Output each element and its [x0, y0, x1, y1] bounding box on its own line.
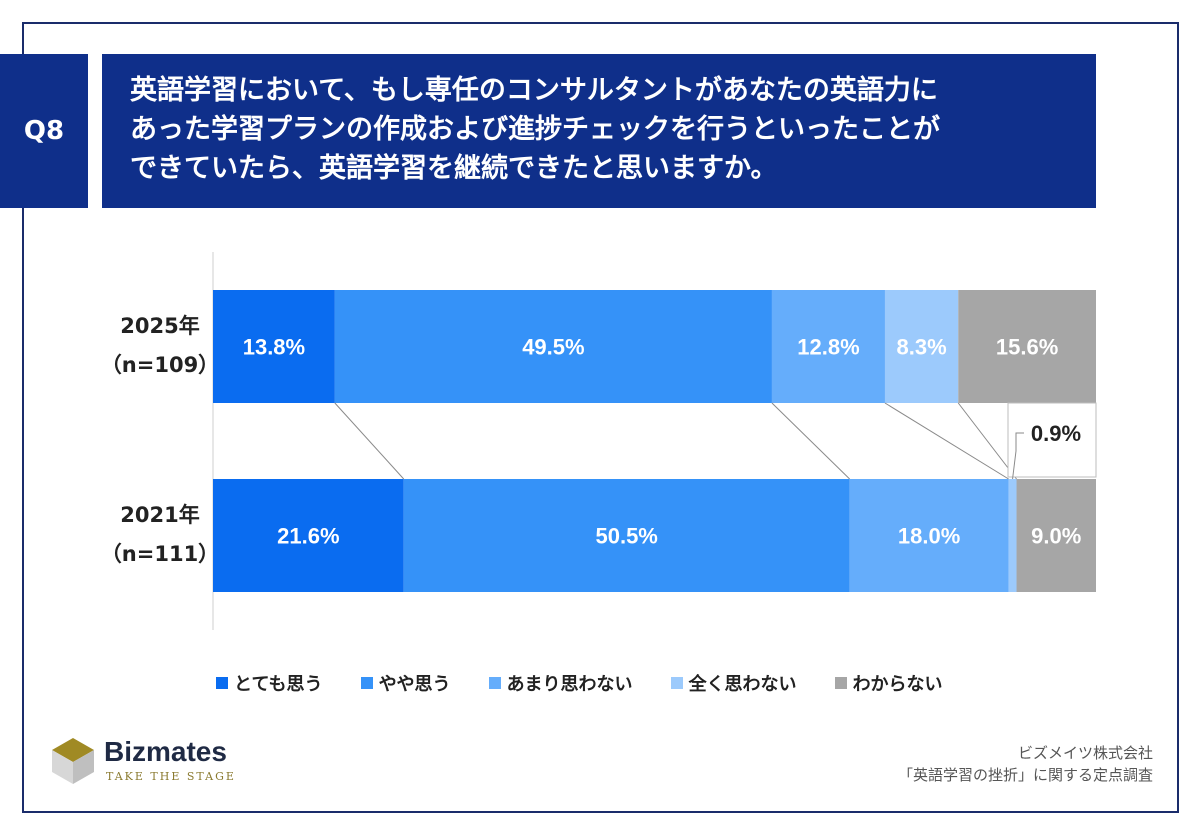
bar-segment: [403, 479, 850, 592]
outer-frame: [22, 22, 1179, 813]
bar-segment: [849, 479, 1009, 592]
data-label: 21.6%: [277, 524, 339, 549]
data-label: 49.5%: [522, 335, 584, 360]
question-text: 英語学習において、もし専任のコンサルタントがあなたの英語力に あった学習プランの…: [102, 54, 1096, 208]
connector-line: [957, 402, 1017, 480]
data-label: 13.8%: [243, 335, 305, 360]
data-label: 12.8%: [797, 335, 859, 360]
legend-item: とても思う: [216, 670, 323, 696]
chart-legend: とても思う やや思う あまり思わない 全く思わない わからない: [216, 670, 943, 696]
bizmates-logo: Bizmates TAKE THE STAGE: [48, 736, 258, 786]
data-label: 50.5%: [595, 524, 657, 549]
bar-segment: [884, 290, 959, 403]
legend-label: あまり思わない: [506, 674, 633, 695]
category-label: 2025年: [120, 314, 199, 338]
logo-cube-icon: [52, 738, 94, 784]
connector-line: [334, 402, 405, 480]
callout-box: [1007, 402, 1097, 478]
bar-segment: [213, 479, 404, 592]
connector-line: [771, 402, 850, 480]
legend-swatch: [360, 677, 373, 689]
bar-segment: [334, 290, 772, 403]
legend-swatch: [834, 677, 847, 689]
bar-segment: [213, 290, 335, 403]
bar-segment: [1008, 479, 1017, 592]
source-note: ビズメイツ株式会社 「英語学習の挫折」に関する定点調査: [898, 742, 1153, 786]
legend-swatch: [488, 677, 501, 689]
question-number-badge: Q8: [0, 54, 88, 208]
bar-segment: [958, 290, 1096, 403]
category-sample-size: （n=109）: [101, 353, 219, 377]
legend-item: やや思う: [360, 670, 451, 696]
connector-line: [884, 402, 1009, 480]
legend-item: 全く思わない: [670, 670, 797, 696]
data-label: 15.6%: [996, 335, 1058, 360]
brand-name: Bizmates: [104, 736, 227, 767]
legend-label: わからない: [852, 674, 943, 695]
legend-swatch: [216, 677, 228, 689]
callout-leader-line: [1012, 432, 1024, 480]
category-label: 2021年: [120, 503, 199, 527]
legend-label: とても思う: [234, 674, 323, 695]
data-label: 0.9%: [1031, 421, 1081, 446]
data-label: 8.3%: [897, 335, 947, 360]
brand-tagline: TAKE THE STAGE: [106, 770, 236, 783]
bar-segment: [1016, 479, 1096, 592]
source-survey: 「英語学習の挫折」に関する定点調査: [897, 766, 1153, 784]
legend-item: あまり思わない: [488, 670, 633, 696]
source-company: ビズメイツ株式会社: [1017, 744, 1153, 762]
data-label: 9.0%: [1031, 524, 1081, 549]
bar-segment: [771, 290, 885, 403]
data-label: 18.0%: [898, 524, 960, 549]
category-sample-size: （n=111）: [101, 542, 219, 566]
legend-swatch: [670, 677, 683, 689]
legend-label: 全く思わない: [688, 674, 797, 695]
legend-label: やや思う: [378, 674, 451, 695]
legend-item: わからない: [834, 670, 943, 696]
